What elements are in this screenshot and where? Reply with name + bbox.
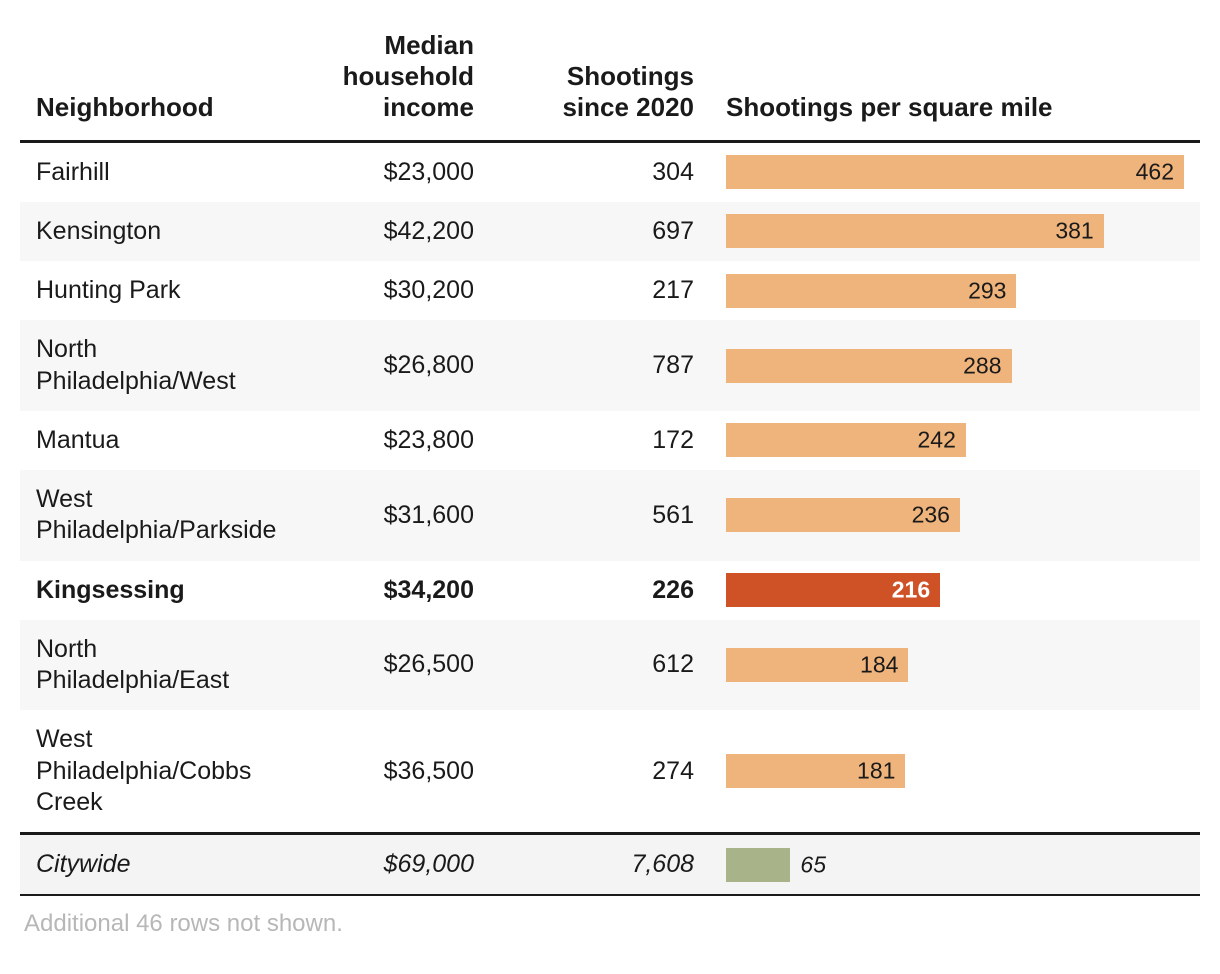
cell-neighborhood: Citywide [20, 834, 290, 896]
cell-neighborhood: Mantua [20, 411, 290, 470]
cell-shootings: 787 [490, 320, 710, 411]
table-total-row: Citywide$69,0007,608 65 [20, 834, 1200, 896]
cell-shootings: 274 [490, 710, 710, 833]
cell-shootings: 172 [490, 411, 710, 470]
cell-shootings: 217 [490, 261, 710, 320]
bar-value-label: 381 [1055, 217, 1093, 246]
cell-shootings: 697 [490, 202, 710, 261]
bar-fill [726, 848, 790, 882]
bar-wrap: 242 [726, 423, 1184, 457]
cell-neighborhood: Kensington [20, 202, 290, 261]
bar-cell: 184 [710, 620, 1200, 711]
neighborhood-shootings-table: Neighborhood Median household income Sho… [20, 20, 1200, 896]
cell-income: $23,000 [290, 141, 490, 202]
cell-neighborhood: West Philadelphia/Cobbs Creek [20, 710, 290, 833]
table-header-row: Neighborhood Median household income Sho… [20, 20, 1200, 141]
bar-value-label: 242 [918, 426, 956, 455]
bar-cell: 462 [710, 141, 1200, 202]
cell-neighborhood: North Philadelphia/East [20, 620, 290, 711]
col-header-per-sq-mile: Shootings per square mile [710, 20, 1200, 141]
cell-neighborhood: Kingsessing [20, 561, 290, 620]
table-row: Kingsessing$34,200226 216 [20, 561, 1200, 620]
table-row: Mantua$23,800172 242 [20, 411, 1200, 470]
bar-wrap: 288 [726, 349, 1184, 383]
cell-shootings: 561 [490, 470, 710, 561]
cell-neighborhood: Hunting Park [20, 261, 290, 320]
table-row: Hunting Park$30,200217 293 [20, 261, 1200, 320]
bar-value-label: 288 [963, 351, 1001, 380]
bar-value-label: 462 [1136, 158, 1174, 187]
table-row: North Philadelphia/West$26,800787 288 [20, 320, 1200, 411]
cell-neighborhood: Fairhill [20, 141, 290, 202]
cell-income: $26,500 [290, 620, 490, 711]
table-row: Kensington$42,200697 381 [20, 202, 1200, 261]
bar-wrap: 236 [726, 498, 1184, 532]
cell-income: $23,800 [290, 411, 490, 470]
bar-cell: 242 [710, 411, 1200, 470]
cell-shootings: 226 [490, 561, 710, 620]
bar-value-label: 293 [968, 276, 1006, 305]
cell-neighborhood: North Philadelphia/West [20, 320, 290, 411]
col-header-shootings: Shootings since 2020 [490, 20, 710, 141]
bar-wrap: 462 [726, 155, 1184, 189]
bar-cell: 65 [710, 834, 1200, 896]
bar-wrap: 381 [726, 214, 1184, 248]
bar-cell: 216 [710, 561, 1200, 620]
cell-income: $26,800 [290, 320, 490, 411]
bar-value-label: 236 [912, 501, 950, 530]
footnote: Additional 46 rows not shown. [20, 896, 1200, 938]
bar-wrap: 65 [726, 848, 1184, 882]
col-header-income: Median household income [290, 20, 490, 141]
bar-cell: 293 [710, 261, 1200, 320]
col-header-neighborhood: Neighborhood [20, 20, 290, 141]
cell-income: $31,600 [290, 470, 490, 561]
cell-neighborhood: West Philadelphia/Parkside [20, 470, 290, 561]
table-row: West Philadelphia/Parkside$31,600561 236 [20, 470, 1200, 561]
bar-wrap: 181 [726, 754, 1184, 788]
cell-shootings: 612 [490, 620, 710, 711]
bar-value-label: 65 [800, 850, 826, 879]
bar-wrap: 184 [726, 648, 1184, 682]
cell-shootings: 7,608 [490, 834, 710, 896]
bar-cell: 288 [710, 320, 1200, 411]
bar-value-label: 184 [860, 651, 898, 680]
bar-wrap: 293 [726, 274, 1184, 308]
table-row: North Philadelphia/East$26,500612 184 [20, 620, 1200, 711]
cell-income: $34,200 [290, 561, 490, 620]
bar-value-label: 216 [892, 576, 930, 605]
bar-cell: 381 [710, 202, 1200, 261]
bar-wrap: 216 [726, 573, 1184, 607]
bar-cell: 181 [710, 710, 1200, 833]
cell-income: $30,200 [290, 261, 490, 320]
table-row: Fairhill$23,000304 462 [20, 141, 1200, 202]
bar-fill [726, 155, 1184, 189]
bar-fill [726, 214, 1104, 248]
cell-income: $42,200 [290, 202, 490, 261]
bar-cell: 236 [710, 470, 1200, 561]
cell-income: $69,000 [290, 834, 490, 896]
table-row: West Philadelphia/Cobbs Creek$36,500274 1… [20, 710, 1200, 833]
cell-income: $36,500 [290, 710, 490, 833]
bar-value-label: 181 [857, 757, 895, 786]
cell-shootings: 304 [490, 141, 710, 202]
